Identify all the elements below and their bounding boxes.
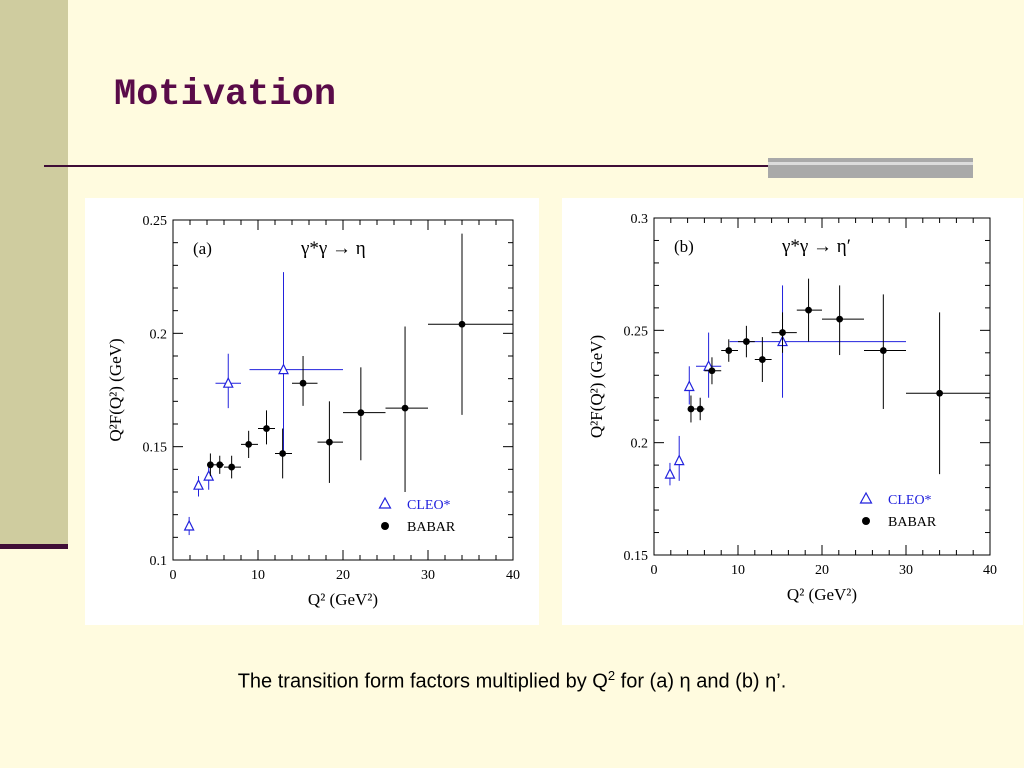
x-tick-label: 10 [731,563,745,578]
babar-point [779,329,786,336]
title-divider [44,165,812,167]
babar-point [326,438,333,446]
slide-caption: The transition form factors multiplied b… [0,668,1024,694]
chart-eta-prime: 0 10 20 30 40 0.15 0.2 0.25 0.3 Q² (GeV²) Q²F(Q²) … [587,212,997,604]
x-tick-label: 20 [336,568,350,583]
cleo-point [193,478,204,490]
cleo-point [203,469,215,481]
babar-point [263,425,270,432]
y-axis-label: Q²F(Q²) (GeV) [587,335,606,438]
babar-point [207,461,214,469]
y-tick-label: 0.15 [624,549,649,564]
legend-marker-babar [381,522,389,530]
babar-point [687,405,695,413]
y-tick-label: 0.1 [150,554,168,569]
legend-label-babar: BABAR [407,520,456,535]
babar-point [805,306,812,314]
x-tick-label: 40 [506,568,520,583]
panel-label: (a) [193,239,212,258]
babar-point [458,320,466,328]
babar-point [758,356,766,363]
x-tick-label: 10 [251,568,265,583]
legend-label-cleo: CLEO* [407,498,451,513]
babar-point [836,315,844,323]
babar-point [401,404,409,412]
babar-point [279,450,287,457]
x-tick-label: 30 [899,563,913,578]
babar-point [725,347,733,354]
chart-panel-eta: 0 10 20 30 40 0.1 0.15 0.2 0.25 Q² (GeV²) Q²F(Q²) … [85,198,539,625]
babar-series [207,233,513,492]
cleo-point [683,380,695,392]
chart-panel-eta-prime: 0 10 20 30 40 0.15 0.2 0.25 0.3 Q² (GeV²) Q²F(Q²) … [562,198,1023,625]
cleo-series [664,285,906,486]
reaction-label: γ*γ → η′ [781,236,851,257]
cleo-point [664,467,676,479]
legend-label-cleo: CLEO* [888,493,932,508]
babar-point [696,405,704,413]
x-tick-label: 0 [170,568,177,583]
chart-eta: 0 10 20 30 40 0.1 0.15 0.2 0.25 Q² (GeV²) Q²F(Q²) … [106,214,520,609]
caption-text: The transition form factors multiplied b… [237,670,608,693]
cleo-point [278,363,289,375]
x-axis-label: Q² (GeV²) [308,590,378,609]
babar-point [216,461,224,469]
title-accent-bar [768,158,973,178]
babar-point [245,441,253,448]
panel-label: (b) [674,237,694,256]
sidebar-rule [0,544,68,549]
y-tick-label: 0.25 [624,324,649,339]
babar-point [936,389,943,397]
cleo-series [183,272,343,536]
legend-marker-cleo [859,491,873,504]
x-tick-label: 20 [815,563,829,578]
legend-marker-cleo [378,496,392,509]
y-axis-label: Q²F(Q²) (GeV) [106,338,125,441]
x-tick-label: 30 [421,568,435,583]
legend-label-babar: BABAR [888,515,937,530]
left-sidebar-band [0,0,68,545]
babar-point [879,347,887,354]
babar-point [228,463,236,471]
cleo-point [183,519,195,531]
babar-point [299,379,307,387]
slide-title: Motivation [114,74,337,116]
legend-marker-babar [862,517,870,525]
babar-point [743,338,750,345]
caption-superscript: 2 [607,668,616,683]
y-tick-label: 0.3 [631,212,649,227]
caption-text-end: for (a) η and (b) η’. [615,670,787,693]
y-tick-label: 0.2 [150,327,168,342]
babar-point [357,409,365,417]
babar-point [708,367,716,375]
y-tick-label: 0.2 [631,437,649,452]
reaction-label: γ*γ → η [300,238,366,259]
x-tick-label: 0 [651,563,658,578]
y-tick-label: 0.25 [143,214,168,229]
babar-series [687,278,990,475]
y-tick-label: 0.15 [143,441,168,456]
cleo-point [673,454,685,466]
x-axis-label: Q² (GeV²) [787,585,857,604]
cleo-point [222,376,234,388]
x-tick-label: 40 [983,563,997,578]
